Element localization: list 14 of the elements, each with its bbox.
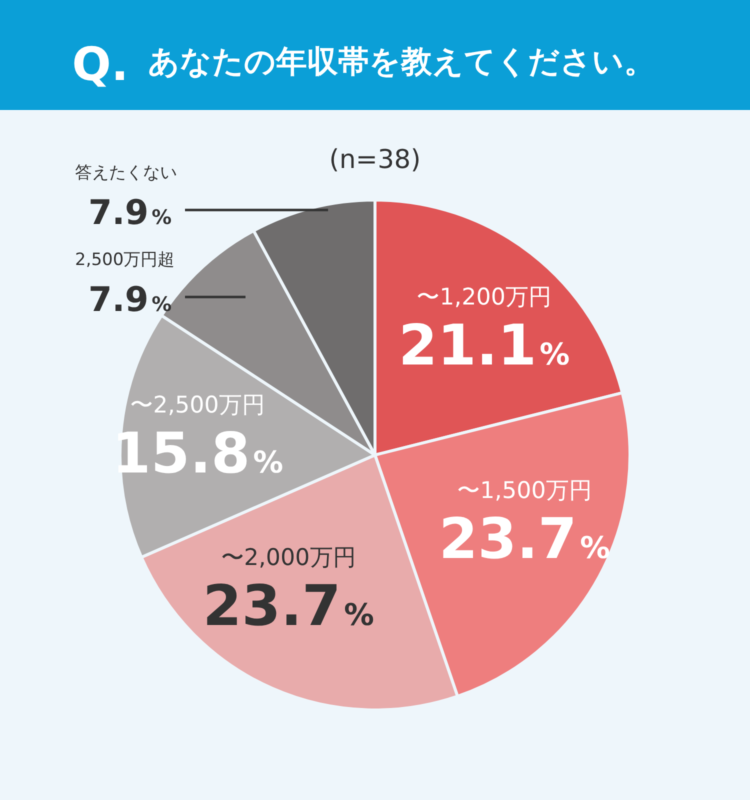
slice-label: 答えたくない bbox=[75, 163, 177, 183]
slice-label: 2,500万円超 bbox=[75, 250, 175, 270]
text: (n=38) bbox=[329, 145, 421, 175]
chart-title: Q. bbox=[72, 37, 129, 91]
slice-label: 〜2,000万円 bbox=[220, 545, 356, 572]
data-label: 23.7% bbox=[438, 507, 610, 572]
chart-subtitle: あなたの年収帯を教えてください。 bbox=[148, 44, 655, 80]
data-label: 23.7% bbox=[202, 574, 374, 640]
data-label: 7.9% bbox=[88, 280, 172, 320]
data-label: 21.1% bbox=[398, 313, 570, 378]
slice-label: 〜2,500万円 bbox=[130, 392, 265, 418]
data-label: 7.9% bbox=[88, 193, 172, 233]
slice-label: 〜1,500万円 bbox=[457, 478, 592, 504]
slice-label: 〜1,200万円 bbox=[416, 284, 552, 310]
